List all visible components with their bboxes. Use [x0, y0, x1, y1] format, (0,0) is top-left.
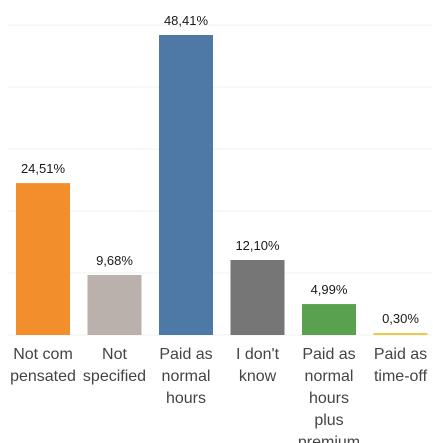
bar-value-label: 0,30%	[382, 311, 419, 326]
category-label-line: Paid as	[374, 346, 427, 363]
category-label-line: hours	[166, 390, 206, 407]
gridlines	[8, 24, 432, 336]
category-label-line: normal	[162, 368, 211, 385]
category-label-line: time-off	[374, 368, 428, 385]
category-label: Paid as normal hours	[159, 346, 212, 407]
bar	[302, 304, 356, 335]
bars	[16, 35, 428, 335]
category-label: Not specified	[83, 346, 146, 385]
category-label-line: Not com	[13, 346, 73, 363]
category-labels: Not com pensated Not specified Paid as normal…	[10, 346, 428, 443]
category-label-line: normal	[305, 368, 354, 385]
category-label-line: Paid as	[302, 346, 355, 363]
category-label: Not com pensated	[10, 346, 76, 385]
category-label-line: I don't	[236, 346, 280, 363]
category-label-line: Not	[102, 346, 127, 363]
category-label: I don't know	[236, 346, 280, 385]
category-label: Paid as time-off	[374, 346, 428, 385]
bar	[159, 35, 213, 335]
bar	[230, 260, 285, 335]
category-label-line: Paid as	[159, 346, 212, 363]
category-label-line: hours	[309, 390, 349, 407]
category-label-line: premium	[298, 434, 360, 443]
bar-value-label: 4,99%	[311, 282, 348, 297]
bar-value-label: 24,51%	[21, 161, 66, 176]
bar	[87, 275, 142, 335]
bar-value-label: 9,68%	[96, 253, 133, 268]
category-label-line: specified	[83, 368, 146, 385]
bar-value-label: 12,10%	[235, 238, 280, 253]
category-label: Paid as normal hours plus premium	[298, 346, 360, 443]
bar	[373, 333, 428, 335]
category-label-line: know	[239, 368, 277, 385]
bar	[16, 183, 70, 335]
value-labels: 24,51% 9,68% 48,41% 12,10% 4,99% 0,30%	[21, 13, 419, 326]
category-label-line: plus	[314, 412, 343, 429]
category-label-line: pensated	[10, 368, 76, 385]
bar-value-label: 48,41%	[164, 13, 209, 28]
